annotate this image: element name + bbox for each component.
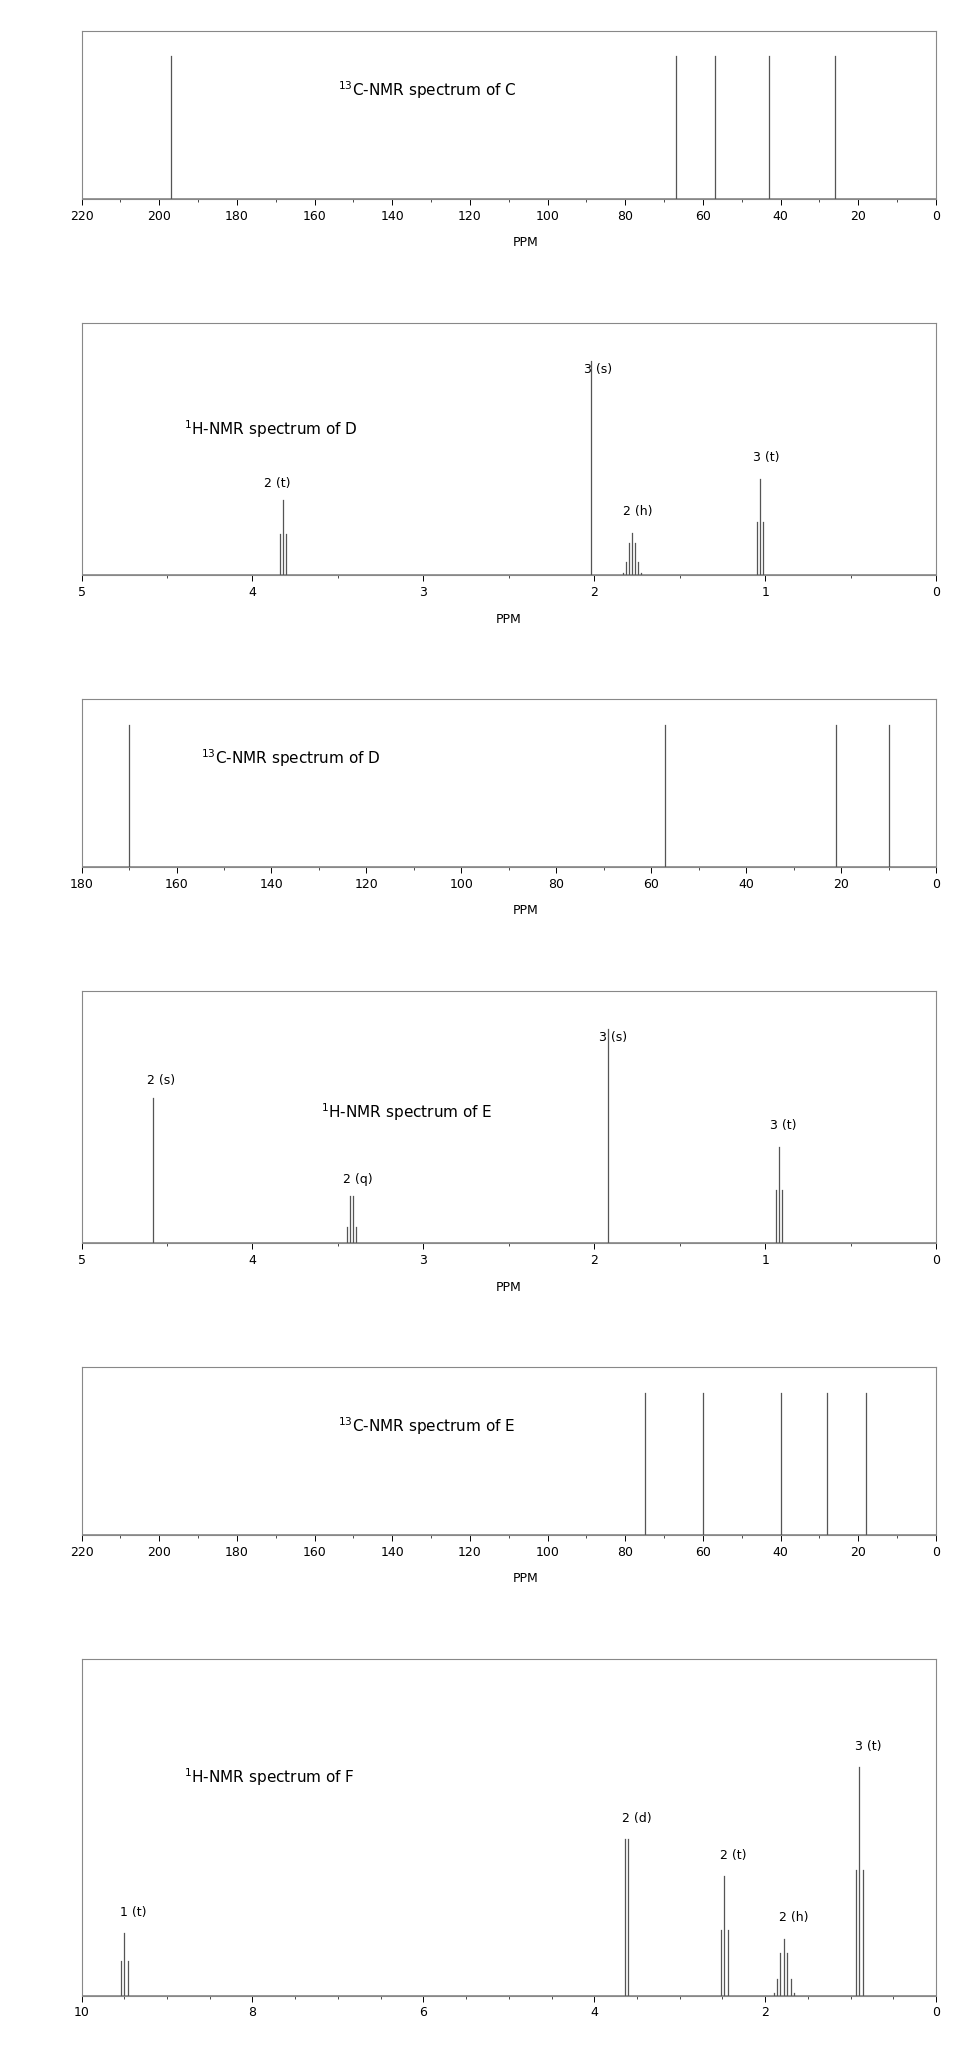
X-axis label: PPM: PPM bbox=[513, 1572, 539, 1586]
Text: $^{1}$H-NMR spectrum of E: $^{1}$H-NMR spectrum of E bbox=[321, 1101, 492, 1124]
Text: 3 (s): 3 (s) bbox=[584, 362, 612, 377]
Text: 1 (t): 1 (t) bbox=[120, 1906, 147, 1918]
Text: $^{13}$C-NMR spectrum of D: $^{13}$C-NMR spectrum of D bbox=[202, 747, 381, 770]
Text: $^{1}$H-NMR spectrum of D: $^{1}$H-NMR spectrum of D bbox=[184, 418, 358, 440]
Text: $^{13}$C-NMR spectrum of C: $^{13}$C-NMR spectrum of C bbox=[338, 78, 516, 100]
X-axis label: PPM: PPM bbox=[513, 905, 539, 917]
Text: 2 (q): 2 (q) bbox=[343, 1173, 372, 1185]
Text: 2 (d): 2 (d) bbox=[622, 1812, 652, 1824]
Text: 3 (t): 3 (t) bbox=[770, 1120, 797, 1132]
Text: 2 (h): 2 (h) bbox=[779, 1912, 808, 1924]
Text: 2 (t): 2 (t) bbox=[720, 1848, 746, 1861]
Text: 3 (t): 3 (t) bbox=[854, 1740, 881, 1752]
Text: 2 (s): 2 (s) bbox=[147, 1075, 175, 1087]
Text: 2 (t): 2 (t) bbox=[264, 477, 291, 489]
X-axis label: PPM: PPM bbox=[496, 1281, 521, 1294]
Text: 2 (h): 2 (h) bbox=[623, 504, 653, 518]
Text: $^{13}$C-NMR spectrum of E: $^{13}$C-NMR spectrum of E bbox=[338, 1414, 516, 1437]
Text: 3 (t): 3 (t) bbox=[754, 450, 780, 465]
X-axis label: PPM: PPM bbox=[513, 235, 539, 250]
Text: $^{1}$H-NMR spectrum of F: $^{1}$H-NMR spectrum of F bbox=[184, 1767, 355, 1787]
X-axis label: PPM: PPM bbox=[496, 614, 521, 626]
Text: 3 (s): 3 (s) bbox=[599, 1032, 628, 1044]
